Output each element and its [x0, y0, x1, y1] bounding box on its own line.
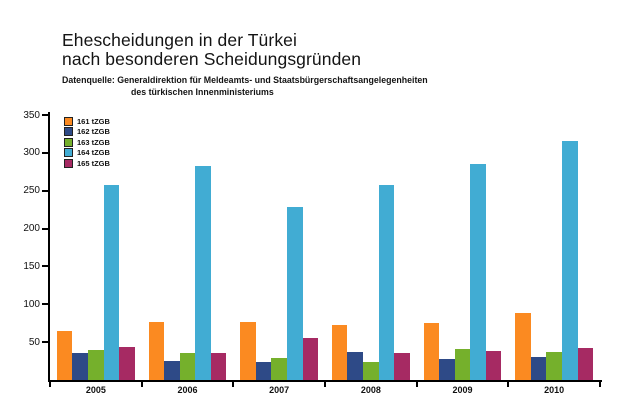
- y-tick-300: [42, 151, 48, 154]
- bar-162-tZGB-2009: [439, 358, 455, 380]
- bar-162-tZGB-2008: [347, 351, 364, 380]
- bar-162-tZGB-2010: [530, 356, 547, 380]
- chart-title-line2: nach besonderen Scheidungsgründen: [62, 49, 362, 69]
- y-tick-label-100: 100: [23, 298, 40, 310]
- x-tick-label-2007: 2007: [269, 385, 290, 395]
- x-tick-1: [140, 382, 143, 387]
- legend-label: 164 tZGB: [77, 148, 110, 157]
- bar-161-tZGB-2005: [56, 330, 73, 380]
- chart-subtitle-line2: des türkischen Innenministeriums: [131, 86, 274, 97]
- legend-item-163-tZGB: 163 tZGB: [64, 137, 110, 147]
- bar-161-tZGB-2010: [515, 312, 531, 380]
- x-tick-6: [599, 382, 601, 387]
- legend-swatch-icon: [64, 158, 73, 168]
- bar-165-tZGB-2010: [577, 348, 594, 380]
- y-tick-200: [42, 227, 48, 230]
- bar-165-tZGB-2006: [210, 352, 227, 380]
- x-tick-label-2009: 2009: [452, 385, 473, 395]
- legend-label: 163 tZGB: [77, 137, 110, 147]
- legend-label: 165 tZGB: [77, 158, 110, 168]
- x-tick-2: [232, 382, 235, 387]
- y-tick-50: [42, 341, 48, 344]
- bar-161-tZGB-2008: [331, 325, 348, 380]
- bar-163-tZGB-2009: [454, 348, 471, 380]
- y-tick-150: [42, 265, 48, 268]
- chart-subtitle: Datenquelle: Generaldirektion für Meldea…: [62, 75, 428, 98]
- chart-title-line1: Ehescheidungen in der Türkei: [62, 30, 297, 50]
- x-tick-4: [415, 382, 418, 387]
- x-tick-label-2010: 2010: [544, 385, 565, 395]
- bar-164-tZGB-2008: [378, 184, 395, 380]
- x-tick-0: [49, 382, 51, 387]
- chart-subtitle-line1: Datenquelle: Generaldirektion für Meldea…: [62, 75, 428, 85]
- legend-item-162-tZGB: 162 tZGB: [64, 127, 110, 137]
- bar-165-tZGB-2007: [302, 338, 319, 380]
- bar-165-tZGB-2008: [394, 352, 410, 380]
- bar-163-tZGB-2010: [546, 351, 562, 380]
- legend: 161 tZGB 162 tZGB 163 tZGB 164 tZGB 165 tZGB: [64, 116, 110, 169]
- bar-162-tZGB-2006: [164, 361, 180, 380]
- legend-item-164-tZGB: 164 tZGB: [64, 148, 110, 158]
- y-tick-label-200: 200: [23, 223, 40, 235]
- legend-item-161-tZGB: 161 tZGB: [64, 116, 110, 126]
- bar-161-tZGB-2007: [240, 322, 256, 380]
- x-tick-label-2006: 2006: [177, 385, 198, 395]
- y-tick-250: [42, 189, 48, 192]
- legend-swatch-icon: [64, 116, 73, 126]
- legend-item-165-tZGB: 165 tZGB: [64, 158, 110, 168]
- bar-164-tZGB-2007: [286, 206, 303, 380]
- x-tick-label-2008: 2008: [360, 385, 381, 395]
- legend-label: 162 tZGB: [77, 127, 110, 136]
- bar-163-tZGB-2006: [179, 352, 196, 380]
- bar-161-tZGB-2006: [148, 321, 165, 380]
- bar-163-tZGB-2007: [271, 358, 287, 380]
- y-tick-350: [42, 114, 48, 116]
- x-tick-label-2005: 2005: [85, 385, 106, 395]
- bar-163-tZGB-2008: [363, 361, 379, 380]
- legend-swatch-icon: [64, 127, 73, 136]
- y-tick-label-150: 150: [23, 260, 40, 272]
- legend-swatch-icon: [64, 137, 73, 147]
- y-tick-label-50: 50: [28, 336, 40, 348]
- y-tick-label-250: 250: [23, 185, 40, 197]
- bar-164-tZGB-2005: [103, 185, 120, 380]
- x-axis-spine: [48, 380, 602, 382]
- bar-162-tZGB-2005: [72, 352, 89, 380]
- bar-164-tZGB-2006: [195, 165, 211, 380]
- y-tick-label-350: 350: [23, 109, 40, 121]
- bar-162-tZGB-2007: [255, 361, 272, 380]
- bar-163-tZGB-2005: [88, 350, 104, 380]
- x-tick-3: [324, 382, 326, 387]
- legend-swatch-icon: [64, 148, 73, 157]
- bar-165-tZGB-2009: [485, 351, 502, 380]
- bar-164-tZGB-2010: [561, 140, 578, 380]
- bar-161-tZGB-2009: [423, 323, 440, 380]
- bar-165-tZGB-2005: [119, 346, 135, 380]
- y-axis-spine: [48, 112, 50, 382]
- legend-label: 161 tZGB: [77, 116, 110, 126]
- chart-title: Ehescheidungen in der Türkei nach besond…: [62, 31, 361, 69]
- y-tick-100: [42, 303, 48, 306]
- y-tick-label-300: 300: [23, 147, 40, 159]
- x-tick-5: [507, 382, 510, 387]
- bar-164-tZGB-2009: [470, 164, 486, 380]
